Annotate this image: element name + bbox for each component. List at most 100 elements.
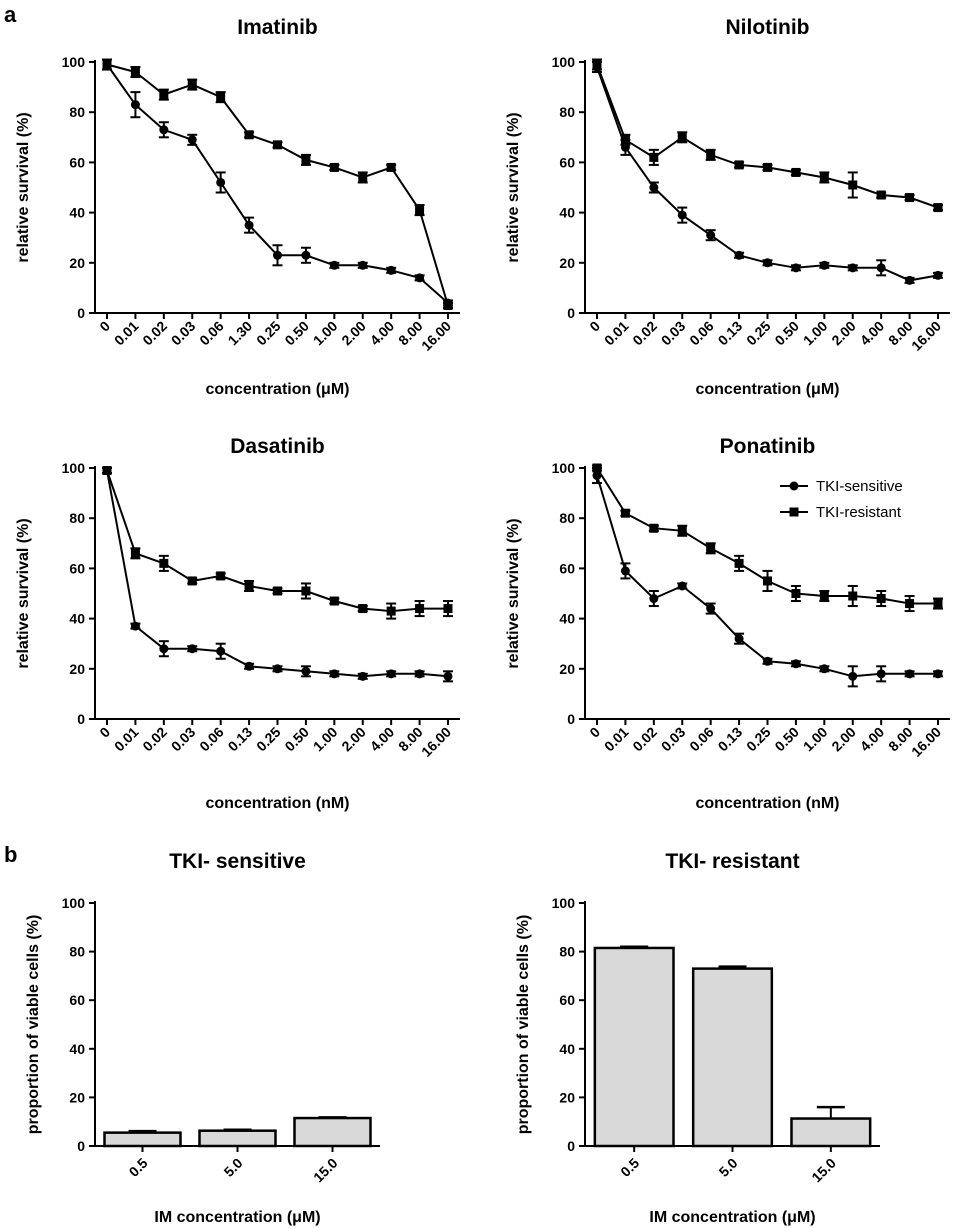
panel-label-a: a [4, 2, 17, 27]
y-tick-label: 100 [552, 460, 576, 476]
bar [198, 1129, 277, 1148]
data-point-circle [159, 125, 169, 135]
y-axis-title: proportion of viable cells (%) [25, 915, 42, 1135]
chart-dasatinib: Dasatinib 0 20 40 60 80 100 relative survival (… [15, 435, 460, 812]
bar [790, 1117, 872, 1148]
y-axis-title: proportion of viable cells (%) [515, 915, 532, 1135]
data-point-square [358, 172, 368, 182]
y-tick-label: 40 [69, 1041, 85, 1057]
data-point-square [301, 586, 311, 596]
data-point-square [763, 576, 772, 586]
data-point-circle [415, 273, 425, 283]
x-tick-label: 0 [586, 724, 603, 741]
series-line [106, 470, 449, 678]
x-tick-label: 16.00 [418, 318, 454, 354]
y-axis-title: relative survival (%) [15, 518, 32, 668]
data-point-square [905, 193, 915, 203]
x-tick-label: 0.06 [196, 724, 227, 755]
chart-imatinib: Imatinib 0 20 40 60 80 100 relative survival (%… [15, 16, 460, 398]
x-tick-label: 4.00 [857, 318, 888, 349]
data-point-square [791, 589, 801, 598]
x-tick-label: 0 [96, 318, 113, 335]
data-point-circle [649, 594, 659, 604]
series-line [106, 63, 449, 304]
y-tick-label: 80 [559, 944, 575, 960]
y-tick-label: 60 [69, 154, 85, 170]
x-tick-label: 0.13 [225, 724, 256, 755]
data-point-circle [933, 669, 943, 679]
x-tick-label: 0.50 [771, 318, 802, 349]
x-tick-label: 1.00 [800, 318, 831, 349]
y-tick-label: 40 [559, 1041, 575, 1057]
data-point-circle [187, 135, 197, 145]
x-tick-label: 0.01 [601, 318, 632, 349]
data-point-square [876, 594, 886, 604]
x-tick-label: 0.50 [281, 318, 312, 349]
x-tick-label: 0.02 [139, 318, 170, 349]
y-tick-label: 60 [69, 560, 85, 576]
y-axis-title: relative survival (%) [505, 112, 522, 262]
data-point-circle [130, 100, 140, 110]
y-tick-label: 100 [62, 54, 86, 70]
x-tick-label: 0.03 [168, 318, 199, 349]
data-point-square [933, 599, 943, 609]
data-point-circle [791, 659, 801, 669]
data-point-square [876, 190, 886, 200]
chart-panels: Imatinib 0 20 40 60 80 100 relative survival (%… [15, 16, 950, 1226]
data-point-circle [244, 661, 254, 671]
y-tick-label: 0 [567, 1138, 575, 1154]
data-point-circle [649, 183, 659, 192]
chart-title: TKI- resistant [665, 850, 799, 873]
data-point-circle [386, 265, 396, 275]
data-point-square [159, 90, 169, 100]
data-point-circle [677, 581, 687, 591]
y-tick-label: 60 [559, 154, 575, 170]
data-point-circle [358, 260, 368, 270]
x-tick-label: 15.0 [310, 1155, 341, 1186]
data-point-square [819, 591, 829, 601]
y-tick-label: 80 [559, 510, 575, 526]
y-tick-label: 20 [559, 1089, 575, 1105]
x-tick-label: 0.50 [771, 724, 802, 755]
bar [593, 946, 675, 1148]
data-point-circle [358, 671, 368, 681]
data-point-square [443, 300, 453, 310]
legend-label: TKI-resistant [816, 504, 902, 521]
x-axis-title: concentration (μM) [205, 381, 349, 398]
data-point-square [415, 604, 425, 614]
data-point-square [244, 130, 254, 140]
legend-label: TKI-sensitive [816, 478, 903, 495]
x-tick-label: 0.25 [253, 724, 284, 755]
data-point-circle [329, 669, 339, 679]
x-tick-label: 4.00 [857, 724, 888, 755]
data-point-circle [791, 263, 801, 273]
x-axis-title: concentration (nM) [206, 795, 350, 812]
data-point-circle [763, 258, 772, 268]
data-point-square [848, 180, 858, 190]
y-tick-label: 0 [567, 711, 575, 727]
y-tick-label: 0 [77, 1138, 85, 1154]
x-tick-label: 15.0 [808, 1155, 839, 1186]
data-point-square [244, 581, 254, 591]
chart-title: Nilotinib [726, 16, 810, 39]
x-tick-label: 0.13 [715, 724, 746, 755]
data-point-circle [763, 656, 772, 666]
data-point-square [592, 60, 602, 70]
data-point-square [677, 526, 687, 536]
series-line [596, 66, 939, 282]
data-point-square [130, 548, 140, 558]
bar [293, 1116, 372, 1148]
y-tick-label: 40 [69, 205, 85, 221]
x-tick-label: 4.00 [367, 724, 398, 755]
data-point-circle [273, 664, 282, 674]
x-tick-label: 0.5 [617, 1155, 642, 1180]
x-tick-label: 1.00 [310, 724, 341, 755]
x-tick-label: 0.02 [629, 318, 660, 349]
y-axis-title: relative survival (%) [505, 518, 522, 668]
series-line [596, 64, 939, 209]
data-point-square [273, 140, 282, 150]
data-point-circle [386, 669, 396, 679]
y-tick-label: 80 [559, 104, 575, 120]
data-point-circle [848, 263, 858, 273]
